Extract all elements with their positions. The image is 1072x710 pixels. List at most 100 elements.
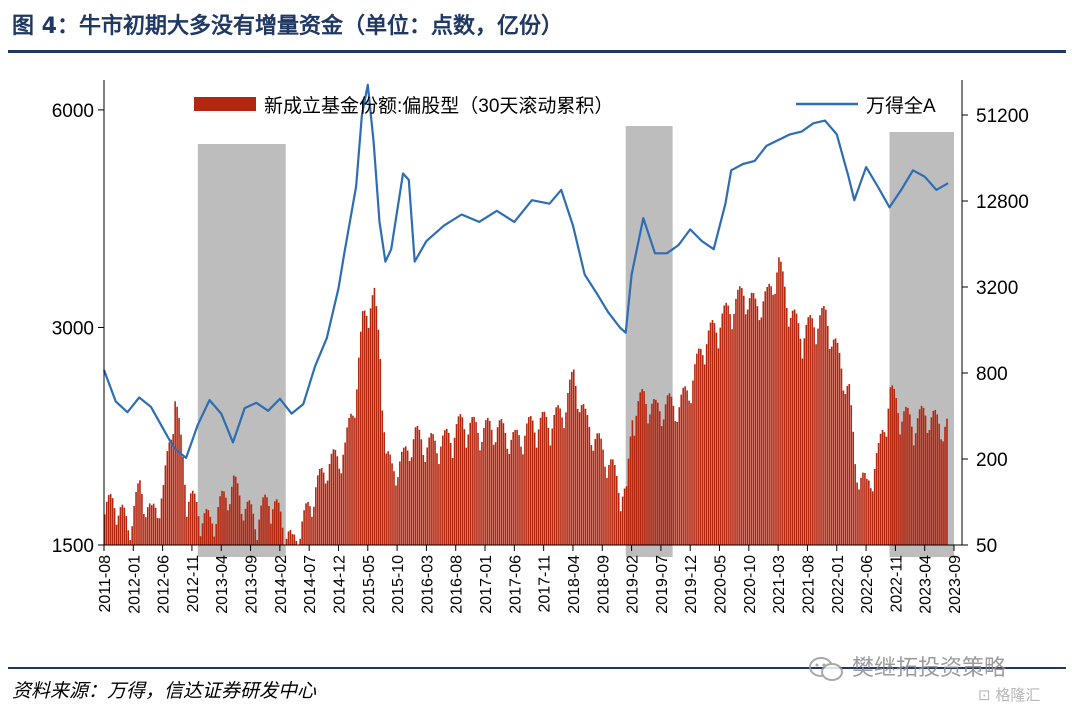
bar — [918, 409, 921, 545]
bar — [213, 536, 216, 545]
bar — [815, 344, 817, 545]
bar — [303, 510, 305, 545]
bar — [670, 396, 673, 545]
bar — [193, 493, 196, 545]
bar — [504, 432, 507, 545]
bar — [533, 432, 536, 545]
bar — [320, 467, 323, 545]
bar — [133, 506, 135, 545]
bar — [326, 480, 329, 545]
bar — [553, 414, 556, 545]
bar — [887, 408, 890, 545]
bar — [289, 530, 292, 545]
bar — [590, 445, 593, 545]
bar — [471, 417, 473, 545]
bar — [123, 507, 126, 545]
x-axis-tick-label: 2021-08 — [800, 555, 817, 614]
bar — [104, 514, 106, 545]
bar — [637, 401, 640, 545]
bar — [883, 432, 886, 545]
bar — [498, 420, 501, 545]
site-watermark-text: 格隆汇 — [995, 686, 1041, 704]
bar — [135, 491, 137, 545]
bar — [787, 326, 790, 545]
bar — [309, 506, 311, 545]
bar — [909, 414, 911, 545]
bar — [418, 429, 421, 545]
bar — [344, 442, 346, 545]
chart-title: 图 4：牛市初期大多没有增量资金（单位：点数，亿份） — [12, 14, 563, 39]
bar — [402, 447, 405, 545]
bar — [836, 342, 839, 545]
bar — [635, 415, 638, 545]
bar — [137, 483, 139, 545]
bar — [885, 436, 888, 545]
bar — [236, 483, 239, 545]
bar — [539, 417, 542, 545]
bar — [146, 507, 149, 545]
bar — [932, 410, 935, 545]
bar — [262, 497, 264, 545]
bar — [690, 403, 692, 545]
bar — [641, 388, 643, 545]
bar — [340, 473, 343, 545]
bar — [363, 310, 366, 545]
bar — [250, 504, 253, 545]
bar — [424, 461, 427, 545]
bar — [680, 394, 683, 545]
bar — [150, 505, 153, 545]
bar — [737, 289, 739, 545]
bar — [942, 441, 944, 545]
bar — [186, 516, 188, 545]
bar — [369, 308, 372, 545]
bar — [576, 408, 579, 545]
bar — [416, 425, 419, 545]
bar — [758, 320, 761, 545]
bar — [490, 429, 493, 545]
bar — [432, 434, 434, 545]
bar — [244, 508, 247, 545]
x-axis-tick-label: 2012-06 — [156, 555, 173, 614]
bar — [856, 482, 858, 545]
bar — [377, 329, 380, 545]
bar — [410, 457, 413, 545]
left-axis-tick-label: 1500 — [52, 536, 94, 557]
bar — [322, 472, 325, 545]
bar — [449, 442, 452, 545]
bar — [813, 327, 815, 545]
bar — [592, 450, 595, 545]
right-axis-tick-label: 200 — [976, 450, 1008, 471]
bar — [436, 453, 438, 545]
bar — [825, 309, 827, 545]
bar — [729, 314, 731, 545]
bar — [348, 417, 350, 545]
bar — [477, 432, 479, 545]
bar — [537, 429, 540, 545]
bar — [125, 516, 128, 545]
bar — [447, 432, 450, 545]
bar — [928, 429, 931, 545]
x-axis-tick-label: 2012-11 — [185, 555, 202, 613]
bar — [234, 476, 237, 545]
right-axis-tick-label: 51200 — [976, 106, 1029, 127]
bar — [936, 414, 939, 545]
bar — [514, 429, 516, 545]
bar-series — [104, 257, 948, 545]
bar — [871, 491, 874, 545]
bar — [430, 433, 432, 545]
bar — [623, 488, 626, 545]
x-axis-tick-label: 2020-10 — [742, 555, 759, 614]
bar — [754, 298, 757, 545]
wechat-icon — [809, 657, 843, 681]
bar — [293, 534, 296, 545]
watermark-account: 樊继拓投资策略 — [852, 656, 1007, 681]
bar — [731, 329, 733, 545]
bar — [143, 513, 145, 545]
bar — [832, 339, 835, 545]
bar — [105, 501, 108, 545]
bar — [191, 490, 194, 545]
bar — [440, 446, 442, 545]
bar — [785, 307, 788, 545]
bar — [901, 421, 903, 545]
x-axis-tick-label: 2014-02 — [273, 555, 290, 614]
